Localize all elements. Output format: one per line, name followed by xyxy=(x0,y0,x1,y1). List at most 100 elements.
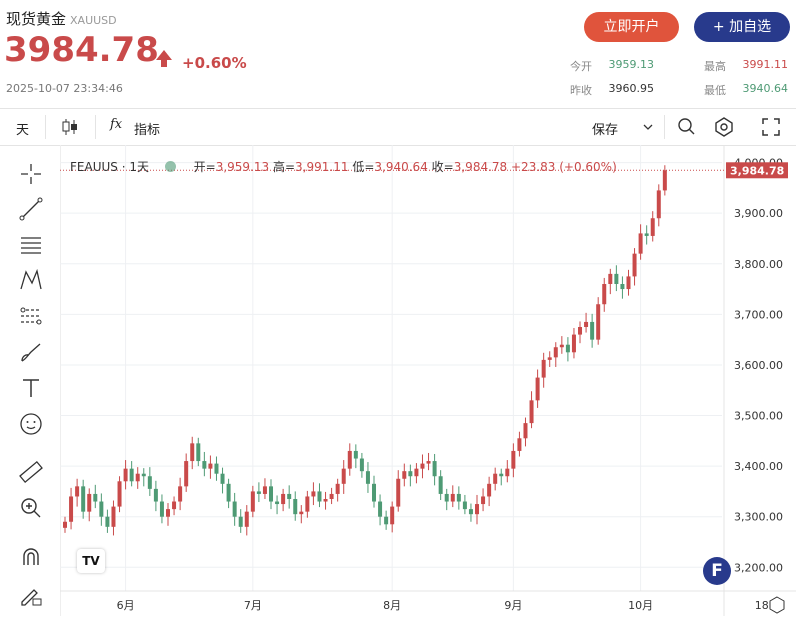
candle-body xyxy=(105,516,110,527)
x-tick-label: 18 xyxy=(755,599,769,612)
y-tick-label: 3,400.00 xyxy=(734,460,783,473)
candle-body xyxy=(523,423,528,439)
candle-body xyxy=(432,461,437,477)
candle-body xyxy=(111,506,116,527)
candle-type-icon[interactable] xyxy=(60,117,80,137)
y-tick-label: 3,900.00 xyxy=(734,207,783,220)
x-tick-label: 8月 xyxy=(383,599,401,612)
crosshair-icon[interactable] xyxy=(18,161,44,187)
candle-body xyxy=(559,344,564,348)
fullscreen-icon[interactable] xyxy=(761,117,781,137)
open-account-button[interactable]: 立即开户 xyxy=(584,12,679,42)
candle-body xyxy=(468,509,473,515)
current-price: 3984.78 xyxy=(4,30,159,70)
y-tick-label: 3,600.00 xyxy=(734,359,783,372)
candle-body xyxy=(511,450,516,469)
legend-change: +23.83 (+0.60%) xyxy=(511,160,617,174)
high-value: 3991.11 xyxy=(742,58,789,71)
candle-body xyxy=(159,501,164,517)
candle-body xyxy=(517,438,522,451)
candle-body xyxy=(420,463,425,469)
legend-close: 3,984.78 xyxy=(453,160,508,174)
y-tick-label: 3,300.00 xyxy=(734,511,783,524)
open-value: 3959.13 xyxy=(608,58,655,71)
interval-button[interactable]: 天 xyxy=(16,123,30,138)
candle-body xyxy=(372,483,377,502)
timestamp: 2025-10-07 23:34:46 xyxy=(6,82,123,95)
candle-body xyxy=(650,218,655,236)
add-watchlist-button[interactable]: + 加自选 xyxy=(694,12,790,42)
projection-icon[interactable] xyxy=(18,303,44,329)
low-label: 最低 xyxy=(704,84,726,97)
candle-body xyxy=(505,468,510,477)
candle-body xyxy=(341,468,346,484)
toolbar-divider xyxy=(95,115,96,139)
save-button[interactable]: 保存 xyxy=(592,123,619,138)
zoom-icon[interactable] xyxy=(18,495,44,521)
candle-body xyxy=(656,190,661,219)
axis-settings-icon xyxy=(769,596,785,614)
candle-body xyxy=(184,461,189,487)
tradingview-logo[interactable]: TV xyxy=(77,549,105,573)
candle-body xyxy=(547,357,552,360)
candle-body xyxy=(384,516,389,525)
candle-body xyxy=(571,334,576,353)
trendline-icon[interactable] xyxy=(18,196,44,222)
candle-body xyxy=(190,443,195,462)
candle-body xyxy=(208,463,213,469)
high-label: 最高 xyxy=(704,60,726,73)
candle-body xyxy=(238,516,243,527)
candle-body xyxy=(365,471,370,484)
magnet-icon[interactable] xyxy=(18,545,44,571)
price-chart[interactable]: 6月 7月 8月 9月 10月 18 3,200.00 3,300.00 3,400.00 3,5… xyxy=(60,145,796,616)
candle-body xyxy=(305,496,310,512)
candle-body xyxy=(256,491,261,494)
candle-body xyxy=(353,450,358,459)
fib-icon[interactable] xyxy=(18,232,44,258)
fx-icon[interactable]: fx xyxy=(110,117,123,132)
candle-body xyxy=(535,377,540,401)
up-arrow-icon xyxy=(156,50,172,60)
open-label: 今开 xyxy=(570,60,592,73)
chart-area[interactable]: 6月 7月 8月 9月 10月 18 3,200.00 3,300.00 3,400.00 3,5… xyxy=(60,145,796,616)
candle-body xyxy=(123,468,128,482)
f-badge-icon[interactable]: F xyxy=(703,557,731,585)
candle-body xyxy=(81,486,86,512)
page-title: 现货黄金 XAUUSD xyxy=(6,10,117,28)
candle-body xyxy=(202,461,207,469)
emoji-icon[interactable] xyxy=(18,411,44,437)
ruler-icon[interactable] xyxy=(18,459,44,485)
candle-body xyxy=(462,501,467,510)
status-dot-icon xyxy=(164,161,176,172)
legend-high: 3,991.11 xyxy=(295,160,349,174)
candle-body xyxy=(172,501,177,510)
price-change: +0.60% xyxy=(182,54,247,72)
candle-body xyxy=(620,284,625,290)
legend-open-label: 开 xyxy=(193,160,206,174)
indicators-button[interactable]: 指标 xyxy=(134,123,161,138)
quick-search-icon[interactable] xyxy=(676,116,696,136)
candle-body xyxy=(93,493,98,502)
x-tick-label: 6月 xyxy=(117,599,135,612)
candle-body xyxy=(147,476,152,489)
candle-body xyxy=(444,493,449,502)
x-tick-label: 10月 xyxy=(628,599,653,612)
pattern-icon[interactable] xyxy=(18,267,44,293)
candle-body xyxy=(135,473,140,482)
lock-draw-icon[interactable] xyxy=(18,582,44,608)
chevron-down-icon[interactable] xyxy=(642,122,654,132)
settings-icon[interactable] xyxy=(713,116,735,138)
candle-body xyxy=(426,461,431,464)
candle-body xyxy=(311,491,316,497)
x-tick-label: 9月 xyxy=(504,599,522,612)
candle-body xyxy=(250,491,255,512)
text-icon[interactable] xyxy=(18,375,44,401)
brush-icon[interactable] xyxy=(18,339,44,365)
candle-body xyxy=(166,509,171,517)
candle-body xyxy=(541,359,546,378)
candle-body xyxy=(450,493,455,502)
candle-body xyxy=(262,486,267,494)
candle-body xyxy=(529,400,534,424)
candle-body xyxy=(578,327,583,335)
candle-body xyxy=(269,486,274,502)
